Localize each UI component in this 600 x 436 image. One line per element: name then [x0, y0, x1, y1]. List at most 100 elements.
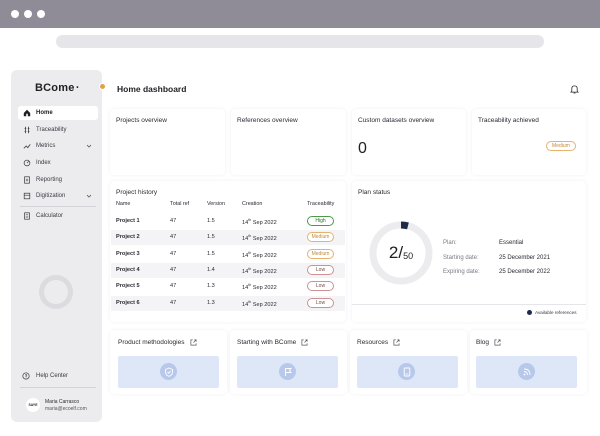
- sidebar-item-digitization[interactable]: Digitization: [18, 189, 98, 203]
- browser-titlebar: [0, 0, 600, 28]
- starting-date-value: 25 December 2021: [499, 255, 551, 261]
- avatar[interactable]: SAYE: [26, 398, 40, 412]
- version-cell: 1.4: [207, 266, 215, 273]
- window-close-dot[interactable]: [11, 10, 19, 18]
- sidebar: BCome • Home Traceability Metrics Index …: [11, 70, 102, 422]
- window-minimize-dot[interactable]: [24, 10, 32, 18]
- version-cell: 1.5: [207, 234, 215, 241]
- sidebar-item-calculator[interactable]: Calculator: [18, 209, 98, 223]
- project-name-cell: Project 6: [116, 299, 140, 306]
- traceability-badge: Low: [307, 281, 334, 292]
- help-center-label: Help Center: [36, 373, 69, 379]
- plan-status-card: Plan status: [352, 181, 586, 322]
- sidebar-item-metrics[interactable]: Metrics: [18, 139, 98, 153]
- help-center-link[interactable]: Help Center: [22, 372, 68, 380]
- total-ref-cell: 47: [170, 234, 177, 241]
- card-title: Custom datasets overview: [358, 117, 435, 124]
- column-header-traceability[interactable]: Traceability: [307, 201, 335, 207]
- sidebar-item-reporting[interactable]: Reporting: [18, 173, 98, 187]
- brand-logo[interactable]: BCome •: [35, 82, 79, 94]
- references-overview-card[interactable]: References overview: [231, 109, 346, 175]
- donut-total-value: 50: [403, 250, 414, 261]
- sidebar-item-index[interactable]: Index: [18, 156, 98, 170]
- project-name-cell: Project 4: [116, 266, 140, 273]
- help-circle-icon: [22, 372, 30, 380]
- custom-datasets-card[interactable]: Custom datasets overview 0: [352, 109, 466, 175]
- address-bar[interactable]: [56, 35, 544, 48]
- traceability-badge: Low: [307, 297, 334, 308]
- sidebar-collapse-toggle[interactable]: [99, 83, 106, 90]
- plan-value: Essential: [499, 240, 524, 246]
- table-row[interactable]: Project 2 47 1.5 14th Sep 2022 Medium: [111, 230, 345, 246]
- donut-used-value: 2/: [388, 243, 404, 262]
- card-title: Projects overview: [116, 117, 167, 124]
- card-title: Traceability achieved: [478, 117, 539, 124]
- loading-ring: [39, 275, 73, 309]
- reporting-icon: [24, 176, 30, 184]
- expiring-date-value: 25 December 2022: [499, 269, 551, 275]
- column-header-version[interactable]: Version: [207, 201, 225, 207]
- plan-label: Plan:: [443, 240, 457, 246]
- resource-title[interactable]: Product methodologies: [118, 339, 197, 346]
- chevron-down-icon[interactable]: [86, 143, 92, 149]
- donut-progress: [369, 221, 433, 285]
- plan-usage-donut: 2/50: [368, 220, 434, 286]
- bell-icon[interactable]: [570, 84, 579, 94]
- creation-date-cell: 14th Sep 2022: [242, 234, 277, 243]
- traceability-badge: Medium: [307, 232, 334, 243]
- resource-title[interactable]: Blog: [476, 339, 501, 346]
- card-title: Plan status: [358, 189, 391, 196]
- chevron-down-icon[interactable]: [86, 193, 92, 199]
- window-maximize-dot[interactable]: [37, 10, 45, 18]
- legend-label: Available references: [535, 310, 577, 315]
- creation-date-cell: 14th Sep 2022: [242, 266, 277, 275]
- column-header-name[interactable]: Name: [116, 201, 131, 207]
- legend-dot-available: [527, 310, 532, 315]
- projects-overview-card[interactable]: Projects overview: [110, 109, 225, 175]
- sidebar-item-traceability[interactable]: Traceability: [18, 123, 98, 137]
- book-icon: [398, 363, 415, 380]
- custom-datasets-count: 0: [358, 140, 367, 157]
- nav-divider: [20, 206, 96, 207]
- sidebar-item-label: Home: [36, 110, 53, 116]
- total-ref-cell: 47: [170, 250, 177, 257]
- metrics-icon: [23, 144, 31, 149]
- creation-date-cell: 14th Sep 2022: [242, 283, 277, 292]
- table-row[interactable]: Project 6 47 1.3 14th Sep 2022 Low: [111, 295, 345, 311]
- status-badge: Medium: [546, 141, 576, 151]
- sidebar-item-label: Index: [36, 160, 51, 166]
- sidebar-item-label: Traceability: [36, 127, 67, 133]
- table-row[interactable]: Project 5 47 1.3 14th Sep 2022 Low: [111, 279, 345, 294]
- version-cell: 1.3: [207, 283, 215, 290]
- index-icon: [23, 159, 31, 167]
- resource-title[interactable]: Starting with BCome: [237, 339, 308, 346]
- project-name-cell: Project 1: [116, 218, 140, 224]
- table-row[interactable]: Project 1 47 1.5 14th Sep 2022 High: [111, 214, 345, 229]
- creation-date-cell: 14th Sep 2022: [242, 218, 277, 226]
- digitization-icon: [23, 192, 31, 200]
- traceability-achieved-card[interactable]: Traceability achieved Medium: [472, 109, 586, 175]
- starting-date-label: Starting date:: [443, 255, 479, 261]
- version-cell: 1.5: [207, 250, 215, 257]
- sidebar-item-home[interactable]: Home: [18, 106, 98, 120]
- external-link-icon: [393, 339, 400, 346]
- external-link-icon: [494, 339, 501, 346]
- creation-date-cell: 14th Sep 2022: [242, 250, 277, 259]
- column-header-total-ref[interactable]: Total ref: [170, 201, 190, 207]
- shield-check-icon: [160, 363, 177, 380]
- column-header-creation[interactable]: Creation: [242, 201, 263, 207]
- total-ref-cell: 47: [170, 266, 177, 273]
- traceability-badge: High: [307, 216, 334, 226]
- creation-date-cell: 14th Sep 2022: [242, 299, 277, 308]
- rss-icon: [518, 363, 535, 380]
- resource-title[interactable]: Resources: [357, 339, 400, 346]
- sidebar-item-label: Metrics: [36, 143, 56, 149]
- table-row[interactable]: Project 3 47 1.5 14th Sep 2022 Medium: [111, 247, 345, 262]
- sidebar-item-label: Reporting: [36, 177, 63, 183]
- project-name-cell: Project 5: [116, 283, 140, 290]
- table-row[interactable]: Project 4 47 1.4 14th Sep 2022 Low: [111, 262, 345, 278]
- user-name: Maria Carrasco: [45, 399, 80, 405]
- total-ref-cell: 47: [170, 283, 177, 290]
- calculator-icon: [24, 212, 30, 220]
- flag-icon: [279, 363, 296, 380]
